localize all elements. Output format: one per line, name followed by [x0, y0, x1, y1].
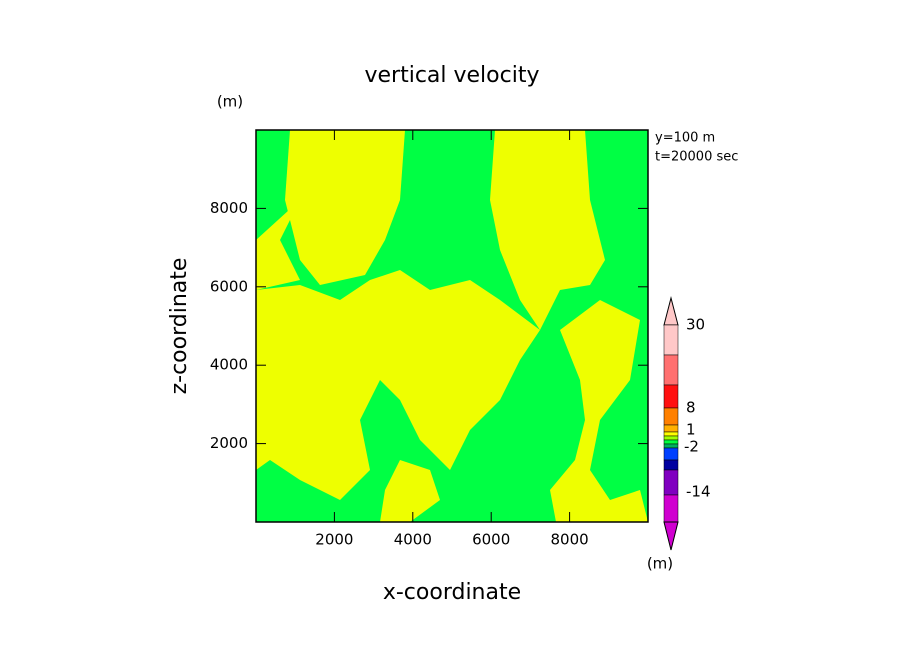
colorbar-unit: (m)	[647, 555, 673, 573]
colorbar-segment	[663, 431, 679, 437]
y-tick-label: 6000	[210, 277, 248, 295]
x-axis-label: x-coordinate	[383, 580, 521, 605]
annotation: y=100 m	[655, 131, 715, 146]
colorbar-segment	[663, 469, 679, 496]
colorbar-segment	[663, 443, 679, 449]
colorbar-segment	[663, 447, 679, 461]
yellow-region	[256, 270, 540, 500]
colorbar-label: 1	[686, 421, 696, 439]
colorbar-arrow	[663, 296, 679, 326]
colorbar-segment	[663, 324, 679, 356]
yellow-region	[285, 130, 405, 285]
colorbar-segment	[663, 494, 679, 523]
colorbar-segment	[663, 435, 679, 441]
x-tick-label: 6000	[472, 531, 510, 549]
y-tick-label: 2000	[210, 434, 248, 452]
colorbar-segment	[663, 439, 679, 445]
x-tick-label: 4000	[394, 531, 432, 549]
colorbar-label: 8	[686, 399, 696, 417]
x-tick-label: 8000	[551, 531, 589, 549]
chart-title: vertical velocity	[364, 63, 539, 88]
contour-field	[256, 130, 648, 522]
yellow-region	[420, 300, 470, 380]
colorbar-label: -2	[684, 438, 699, 456]
y-tick-label: 4000	[210, 356, 248, 374]
colorbar-segment	[663, 424, 679, 433]
colorbar-segment	[663, 459, 679, 471]
y-axis-label: z-coordinate	[167, 258, 192, 395]
colorbar-arrow	[663, 521, 679, 551]
colorbar-segment	[663, 407, 679, 426]
yellow-region	[550, 300, 648, 522]
yellow-region	[256, 200, 300, 290]
plot-frame	[255, 129, 649, 523]
colorbar-segment	[663, 354, 679, 386]
yellow-region	[256, 350, 300, 440]
y-tick-label: 8000	[210, 199, 248, 217]
colorbar: 30 8 1-2 -14	[663, 296, 711, 551]
x-tick-label: 2000	[315, 531, 353, 549]
yellow-region	[490, 130, 605, 330]
colorbar-label: -14	[686, 483, 711, 501]
annotation: t=20000 sec	[655, 150, 738, 165]
colorbar-segment	[663, 384, 679, 409]
yellow-region	[380, 460, 440, 522]
colorbar-label: 30	[686, 316, 705, 334]
y-unit: (m)	[217, 93, 243, 111]
